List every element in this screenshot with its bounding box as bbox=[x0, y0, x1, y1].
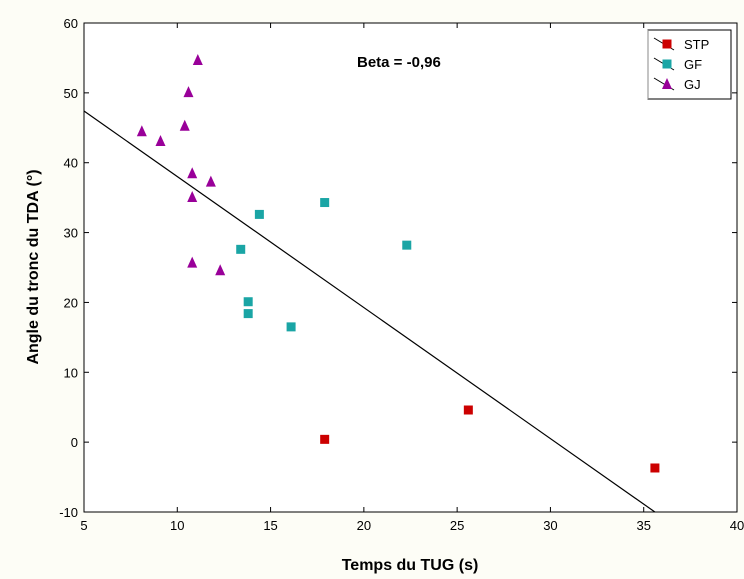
plot-area bbox=[83, 22, 738, 513]
legend-label-gf: GF bbox=[684, 57, 702, 72]
x-tick-label: 30 bbox=[543, 518, 557, 533]
x-tick-label: 5 bbox=[80, 518, 87, 533]
x-axis-title: Temps du TUG (s) bbox=[342, 557, 479, 574]
data-point-gf bbox=[243, 309, 253, 319]
x-tick-label: 35 bbox=[636, 518, 650, 533]
data-point-gf bbox=[254, 209, 264, 219]
x-tick-label: 25 bbox=[450, 518, 464, 533]
data-point-stp bbox=[650, 463, 660, 473]
x-tick-label: 20 bbox=[357, 518, 371, 533]
legend-label-gj: GJ bbox=[684, 77, 701, 92]
regression-line-group bbox=[83, 110, 656, 513]
y-tick-label: 10 bbox=[64, 365, 78, 380]
y-axis-title: Angle du tronc du TDA (°) bbox=[25, 169, 42, 364]
data-point-gj bbox=[192, 54, 203, 66]
y-tick-label: 50 bbox=[64, 86, 78, 101]
y-tick-label: -10 bbox=[59, 505, 78, 520]
legend-box bbox=[647, 29, 732, 100]
legend-marker-gj bbox=[662, 78, 672, 89]
data-point-gj bbox=[205, 175, 216, 187]
data-point-gf bbox=[236, 244, 246, 254]
x-tick-label: 15 bbox=[263, 518, 277, 533]
regression-line bbox=[83, 110, 656, 513]
data-point-stp bbox=[320, 434, 330, 444]
data-point-gj bbox=[187, 256, 198, 268]
x-tick-label: 40 bbox=[730, 518, 744, 533]
x-axis-ticks: 5 10 15 20 25 30 35 40 bbox=[80, 23, 744, 533]
data-point-gf bbox=[286, 322, 296, 332]
data-point-gj bbox=[187, 190, 198, 202]
y-axis-ticks: -10 0 10 20 30 40 50 60 bbox=[59, 16, 737, 520]
y-tick-label: 20 bbox=[64, 295, 78, 310]
legend-marker-stp bbox=[662, 39, 672, 49]
legend: STP GF GJ bbox=[647, 29, 732, 100]
data-point-gj bbox=[215, 264, 226, 276]
data-point-gf bbox=[402, 240, 412, 250]
data-point-gj bbox=[183, 86, 194, 98]
y-tick-label: 0 bbox=[71, 435, 78, 450]
legend-label-stp: STP bbox=[684, 37, 709, 52]
data-points bbox=[136, 54, 660, 473]
x-tick-label: 10 bbox=[170, 518, 184, 533]
data-point-gj bbox=[155, 135, 166, 147]
data-point-gf bbox=[320, 198, 330, 208]
data-point-gj bbox=[136, 125, 147, 137]
y-tick-label: 60 bbox=[64, 16, 78, 31]
data-point-gj bbox=[179, 119, 190, 131]
legend-marker-gf bbox=[662, 59, 672, 69]
y-tick-label: 30 bbox=[64, 226, 78, 241]
data-point-gj bbox=[187, 167, 198, 179]
y-tick-label: 40 bbox=[64, 156, 78, 171]
data-point-gf bbox=[243, 297, 253, 307]
annotation-beta: Beta = -0,96 bbox=[357, 54, 441, 71]
data-point-stp bbox=[463, 405, 473, 415]
